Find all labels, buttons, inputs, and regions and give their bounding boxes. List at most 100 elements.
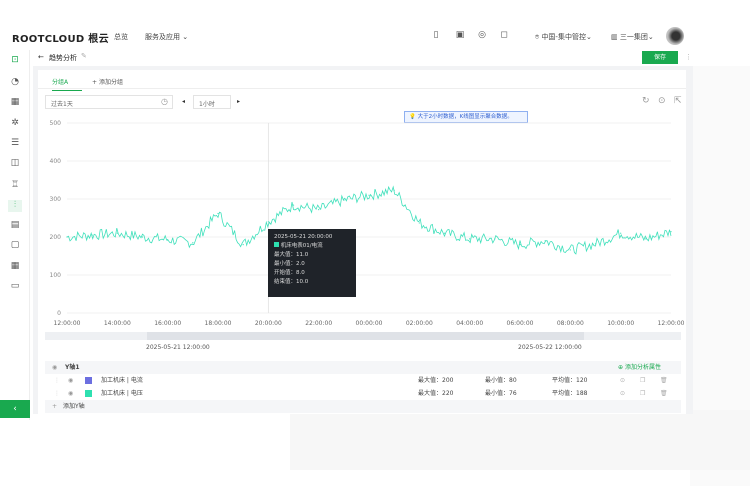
range-end-label: 2025-05-22 12:00:00 xyxy=(518,344,582,351)
page-header xyxy=(33,50,693,66)
eye-icon[interactable]: ◉ xyxy=(68,390,74,397)
settings-icon[interactable]: ⊙ xyxy=(658,96,666,106)
location-label: 中国-集中管控 xyxy=(541,33,586,41)
tooltip-time: 2025-05-21 20:00:00 xyxy=(274,234,333,240)
sidebar-panel-icon[interactable]: ◫ xyxy=(10,158,20,168)
data-point xyxy=(141,236,144,238)
series-color-swatch[interactable] xyxy=(85,390,92,397)
x-tick-label: 22:00:00 xyxy=(305,320,332,327)
globe-icon[interactable]: ◎ xyxy=(478,30,486,40)
back-icon[interactable]: ← xyxy=(38,53,44,61)
trend-chart[interactable]: 0 100 200 300 400 500 12:00:00 14:00:00 16:00:00… xyxy=(45,115,685,335)
next-interval-icon[interactable]: ▸ xyxy=(237,98,241,105)
avatar[interactable] xyxy=(666,27,684,45)
delete-icon[interactable]: 🗑 xyxy=(660,390,668,397)
data-point xyxy=(267,221,269,223)
sidebar-settings-icon[interactable]: ✲ xyxy=(11,118,19,128)
chart-tooltip: 2025-05-21 20:00:00 机床电表01/电流 最大值：11.0 最… xyxy=(268,229,356,297)
y-tick-label: 400 xyxy=(50,158,62,165)
plus-icon: + xyxy=(52,403,58,410)
tooltip-min: 最小值：2.0 xyxy=(274,261,305,267)
drag-handle-icon[interactable]: ⋮ xyxy=(54,390,60,397)
sidebar-calendar-icon[interactable]: ▤ xyxy=(10,220,20,230)
drag-handle-icon[interactable]: ⋮ xyxy=(54,377,60,384)
add-axis-button[interactable]: + 添加Y轴 xyxy=(45,400,681,413)
series-avg: 平均值：188 xyxy=(552,390,588,397)
aggregation-notice: 💡 大于2小时数据，K线图显示聚合数据。 xyxy=(404,111,528,123)
sidebar-grid-icon[interactable]: ▦ xyxy=(10,97,20,107)
data-point xyxy=(620,232,622,234)
settings-icon[interactable]: ⊙ xyxy=(620,377,626,384)
tab-group-a[interactable]: 分组A xyxy=(52,77,82,91)
axis-title: Y轴1 xyxy=(65,364,80,371)
sidebar xyxy=(0,50,30,420)
interval-select[interactable]: 1小时 xyxy=(193,95,231,109)
data-point xyxy=(645,238,647,240)
location-selector[interactable]: ⌾ 中国-集中管控⌄ xyxy=(535,33,592,41)
plus-icon: + xyxy=(92,79,99,86)
more-icon[interactable]: ⋮ xyxy=(685,53,692,61)
building-icon: ▥ xyxy=(611,33,618,41)
copy-icon[interactable]: ❐ xyxy=(640,377,646,384)
divider xyxy=(38,88,686,89)
refresh-icon[interactable]: ↻ xyxy=(642,96,650,106)
bell-icon[interactable]: ◻ xyxy=(500,30,508,40)
tooltip-close: 结束值：10.0 xyxy=(274,279,309,285)
x-tick-label: 18:00:00 xyxy=(205,320,232,327)
add-group-label: 添加分组 xyxy=(98,79,123,86)
x-tick-label: 16:00:00 xyxy=(154,320,181,327)
settings-icon[interactable]: ⊙ xyxy=(620,390,626,397)
sidebar-trend-icon[interactable]: ⫶ xyxy=(8,200,22,212)
nav-services[interactable]: 服务及应用 ⌄ xyxy=(145,32,188,42)
sidebar-dashboard-icon[interactable]: ◔ xyxy=(11,77,19,87)
data-point xyxy=(91,234,93,236)
analysis-card xyxy=(38,70,686,414)
prev-interval-icon[interactable]: ◂ xyxy=(182,98,186,105)
book-icon[interactable]: ▯ xyxy=(433,30,439,40)
org-label: 三一集团 xyxy=(619,33,648,41)
x-tick-label: 14:00:00 xyxy=(104,320,131,327)
sidebar-device-icon[interactable]: ⊡ xyxy=(11,55,19,65)
page-title: 趋势分析 xyxy=(49,54,77,62)
background-window xyxy=(290,410,750,470)
data-point xyxy=(443,232,446,234)
x-tick-label: 00:00:00 xyxy=(356,320,383,327)
series-line xyxy=(66,185,672,255)
copy-icon[interactable]: ❐ xyxy=(640,390,646,397)
delete-icon[interactable]: 🗑 xyxy=(660,377,668,384)
sidebar-monitor-icon[interactable]: ▭ xyxy=(10,281,20,291)
series-min: 最小值：80 xyxy=(485,377,517,384)
tooltip-open: 开始值：8.0 xyxy=(274,270,305,276)
eye-icon[interactable]: ◉ xyxy=(52,364,58,371)
data-point xyxy=(292,204,295,206)
nav-services-label: 服务及应用 xyxy=(145,33,180,41)
eye-icon[interactable]: ◉ xyxy=(68,377,74,384)
collapse-sidebar-button[interactable]: ‹ xyxy=(0,400,30,418)
series-color-swatch[interactable] xyxy=(85,377,92,384)
sidebar-clipboard-icon[interactable]: ▢ xyxy=(10,240,20,250)
series-avg: 平均值：120 xyxy=(552,377,588,384)
table-row: ⋮ ◉ 加工机床 | 电流 最大值：200 最小值：80 平均值：120 ⊙ ❐… xyxy=(45,374,681,387)
add-attribute-button[interactable]: ⊕ 添加分析属性 xyxy=(618,364,661,371)
add-group-tab[interactable]: + 添加分组 xyxy=(92,77,123,86)
y-tick-label: 500 xyxy=(50,120,62,127)
nav-overview[interactable]: 总览 xyxy=(114,33,128,41)
edit-icon[interactable]: ✎ xyxy=(81,52,87,60)
data-point xyxy=(167,239,169,241)
data-point xyxy=(494,238,496,240)
location-pin-icon: ⌾ xyxy=(535,33,540,41)
time-range-picker[interactable]: 过去1天 ◷ xyxy=(45,95,173,109)
x-tick-label: 06:00:00 xyxy=(507,320,534,327)
data-point xyxy=(343,199,345,201)
range-slider-window[interactable] xyxy=(147,332,584,340)
sidebar-table-icon[interactable]: ▦ xyxy=(10,261,20,271)
sidebar-tower-icon[interactable]: ♖ xyxy=(10,180,20,190)
image-icon[interactable]: ▣ xyxy=(455,30,465,40)
axis-table: ◉ Y轴1 ⊕ 添加分析属性 ⋮ ◉ 加工机床 | 电流 最大值：200 最小值… xyxy=(45,361,681,413)
org-selector[interactable]: ▥ 三一集团⌄ xyxy=(611,33,654,41)
sidebar-list-icon[interactable]: ☰ xyxy=(10,138,20,148)
bulb-icon: 💡 xyxy=(409,114,416,120)
export-icon[interactable]: ⇱ xyxy=(674,96,682,106)
series-name: 加工机床 | 电流 xyxy=(101,377,143,384)
save-button[interactable]: 保存 xyxy=(642,51,678,64)
